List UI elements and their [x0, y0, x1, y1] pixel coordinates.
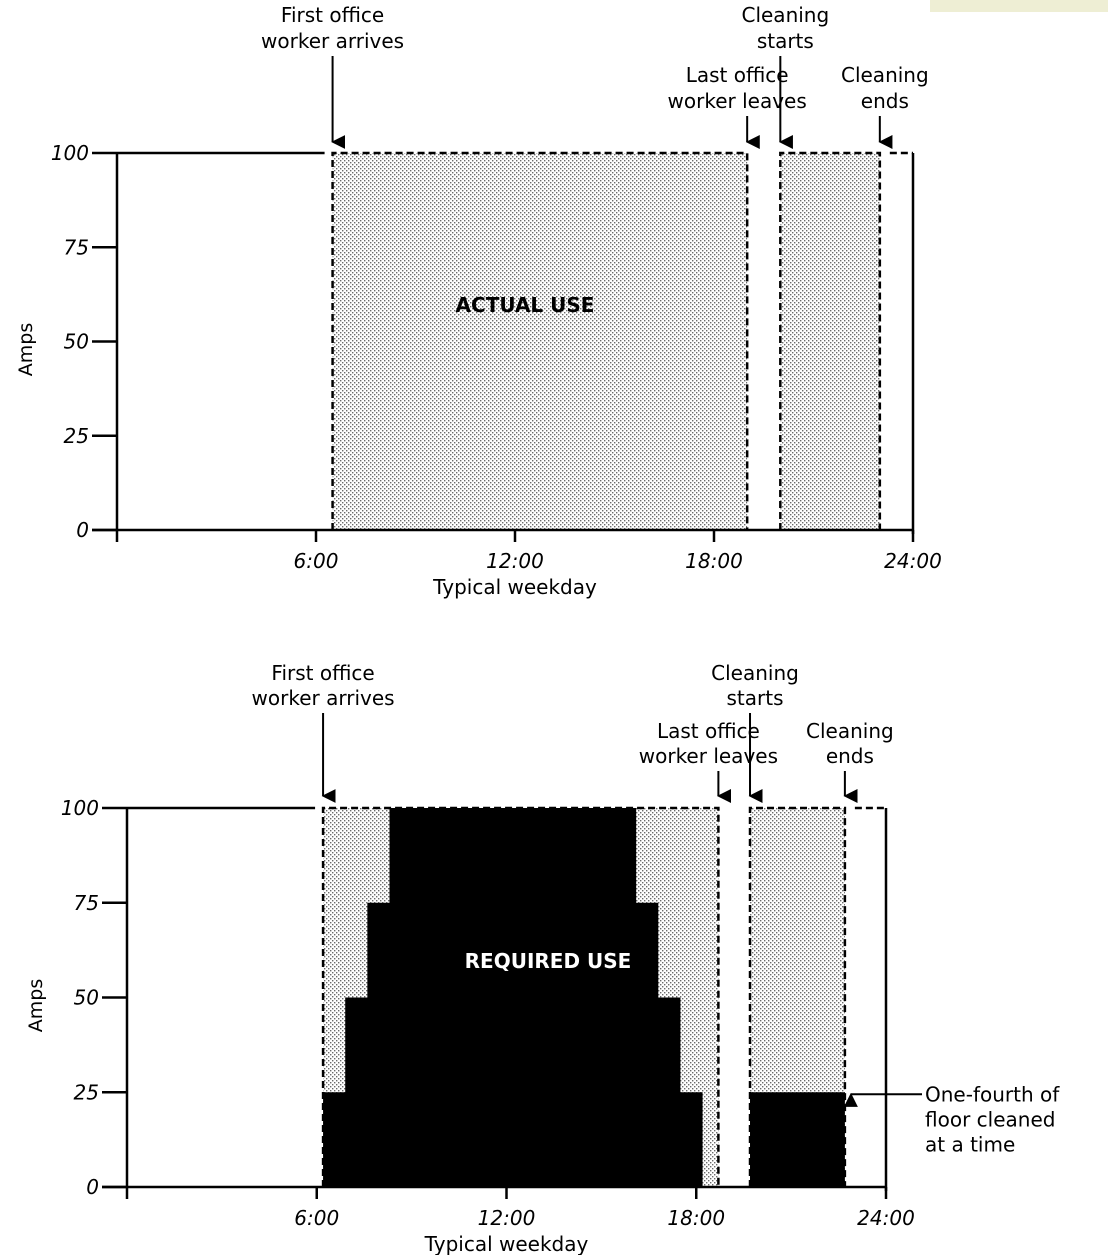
annotation-label: starts — [757, 29, 814, 53]
annotation-label: worker arrives — [261, 29, 404, 53]
annotation-label: Last office — [657, 719, 760, 743]
shaded-region-border — [331, 151, 749, 530]
required-use-area — [323, 808, 719, 1187]
shaded-region — [332, 153, 748, 530]
shaded-region-border — [321, 806, 720, 1187]
chart-2: 0 25 50 75 100 6:00 12:00 18:00 24:00 Typical wee… — [25, 661, 1060, 1255]
y-tick-label: 50 — [64, 330, 89, 354]
center-label: ACTUAL USE — [456, 293, 595, 317]
shaded-region — [780, 153, 880, 530]
annotation-label: ends — [861, 89, 909, 113]
y-tick-label: 0 — [76, 518, 89, 542]
y-tick-label: 50 — [74, 986, 99, 1010]
annotation-label: ends — [826, 744, 874, 768]
x-tick-label: 18:00 — [667, 1206, 725, 1230]
annotation-label: Cleaning — [741, 3, 829, 27]
x-tick-label: 18:00 — [685, 549, 743, 573]
annotation-label: Cleaning — [806, 719, 894, 743]
annotation-label: One-fourth of — [925, 1082, 1060, 1106]
x-axis-label: Typical weekday — [424, 1232, 589, 1255]
y-tick-label: 100 — [61, 796, 99, 820]
y-axis-label: Amps — [25, 979, 47, 1032]
y-tick-label: 100 — [51, 141, 89, 165]
chart-1: 0 25 50 75 100 6:00 12:00 18:00 24:00 Typical wee… — [15, 3, 942, 599]
y-tick-label: 75 — [74, 891, 99, 915]
shaded-region-border — [779, 151, 882, 530]
annotation-label: starts — [727, 686, 784, 710]
annotation-label: worker leaves — [668, 89, 807, 113]
annotation-label: floor cleaned — [925, 1107, 1055, 1131]
annotation-label: worker arrives — [252, 686, 395, 710]
x-tick-label: 6:00 — [294, 549, 339, 573]
y-tick-label: 75 — [64, 235, 89, 259]
y-tick-label: 25 — [74, 1080, 99, 1104]
annotation-label: Cleaning — [711, 661, 799, 685]
corner-tab — [930, 0, 1108, 12]
x-tick-label: 6:00 — [294, 1206, 339, 1230]
x-tick-label: 24:00 — [857, 1206, 915, 1230]
required-use-area — [750, 1092, 845, 1187]
annotation-label: worker leaves — [639, 744, 778, 768]
y-tick-label: 0 — [86, 1175, 99, 1199]
y-axis-label: Amps — [15, 323, 37, 376]
annotation-label: at a time — [925, 1132, 1015, 1156]
annotation-label: Cleaning — [841, 63, 929, 87]
x-tick-label: 24:00 — [884, 549, 942, 573]
center-label: REQUIRED USE — [465, 949, 632, 973]
annotation-label: Last office — [686, 63, 789, 87]
y-tick-label: 25 — [64, 424, 89, 448]
annotation-label: First office — [281, 3, 384, 27]
x-tick-label: 12:00 — [478, 1206, 536, 1230]
x-axis-label: Typical weekday — [432, 575, 597, 599]
x-tick-label: 12:00 — [486, 549, 544, 573]
annotation-label: First office — [271, 661, 374, 685]
shaded-region-border — [748, 806, 847, 1187]
